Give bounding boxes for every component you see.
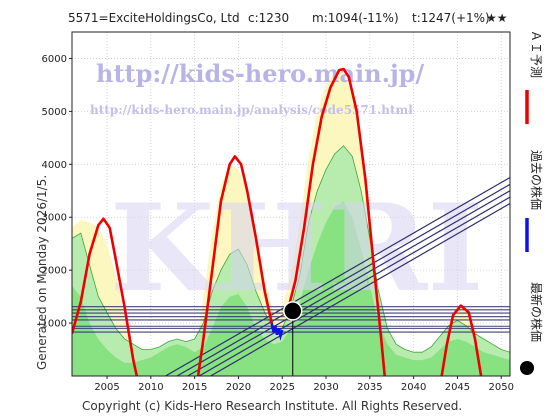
header-rating-stars: ★★ [486, 11, 508, 25]
ai-forecast-segment-2 [196, 155, 273, 376]
header-min-price: m:1094(-11%) [312, 11, 399, 25]
x-tick-label-2020: 2020 [226, 382, 251, 393]
generated-date-text: Generated on Monday 2026/1/5. [35, 175, 49, 370]
trend-line-3 [197, 196, 510, 376]
legend-label-1: 過去の株価 [529, 150, 544, 210]
x-tick-label-2005: 2005 [94, 382, 119, 393]
x-tick-label-2025: 2025 [270, 382, 295, 393]
y-tick-label-2000: 2000 [42, 266, 67, 277]
ai-forecast-segment-3 [285, 67, 386, 376]
green-core-area [72, 201, 510, 376]
grid-lines [72, 32, 510, 376]
header-code-name: 5571=ExciteHoldingsCo, Ltd [68, 11, 240, 25]
forecast-series [72, 67, 483, 376]
header-target-price: t:1247(+1%) [412, 11, 490, 25]
legend-marker-2 [520, 361, 534, 375]
latest-marker [283, 301, 303, 376]
trend-line-2 [186, 190, 510, 376]
trend-line-1 [175, 183, 510, 376]
y-axis-ticks: 1000 2000 3000 4000 5000 6000 [42, 54, 72, 330]
x-tick-label-2050: 2050 [489, 382, 514, 393]
copyright-footer: Copyright (c) Kids-Hero Research Institu… [82, 399, 462, 413]
past-price-line [270, 322, 284, 341]
header-current-price: c:1230 [248, 11, 289, 25]
y-tick-label-5000: 5000 [42, 107, 67, 118]
y-tick-label-4000: 4000 [42, 160, 67, 171]
legend-label-0: ＡＩ予測 [529, 30, 543, 78]
watermark-url-sub: http://kids-hero.main.jp/analysis/code55… [90, 103, 413, 117]
x-axis-ticks: 2005 2010 2015 2020 2025 2030 2035 2040 2045 2050 [94, 376, 514, 393]
legend-label-2: 最新の株価 [529, 282, 544, 342]
trend-line-4 [209, 202, 510, 376]
x-tick-label-2040: 2040 [401, 382, 426, 393]
plot-frame [71, 31, 511, 377]
ai-forecast-segment-4 [440, 304, 483, 376]
trend-lines [164, 177, 510, 376]
y-tick-label-3000: 3000 [42, 213, 67, 224]
watermark-url-main: http://kids-hero.main.jp/ [96, 59, 424, 88]
y-tick-label-6000: 6000 [42, 54, 67, 65]
x-tick-label-2015: 2015 [182, 382, 207, 393]
ai-forecast-segment-1 [72, 217, 139, 376]
watermark-big: KHRI [110, 178, 484, 319]
trend-line-0 [164, 177, 510, 376]
latest-price-dot [283, 301, 303, 321]
x-tick-label-2045: 2045 [445, 382, 470, 393]
y-tick-label-1000: 1000 [42, 319, 67, 330]
x-tick-label-2030: 2030 [313, 382, 338, 393]
x-tick-label-2010: 2010 [138, 382, 163, 393]
x-tick-label-2035: 2035 [357, 382, 382, 393]
